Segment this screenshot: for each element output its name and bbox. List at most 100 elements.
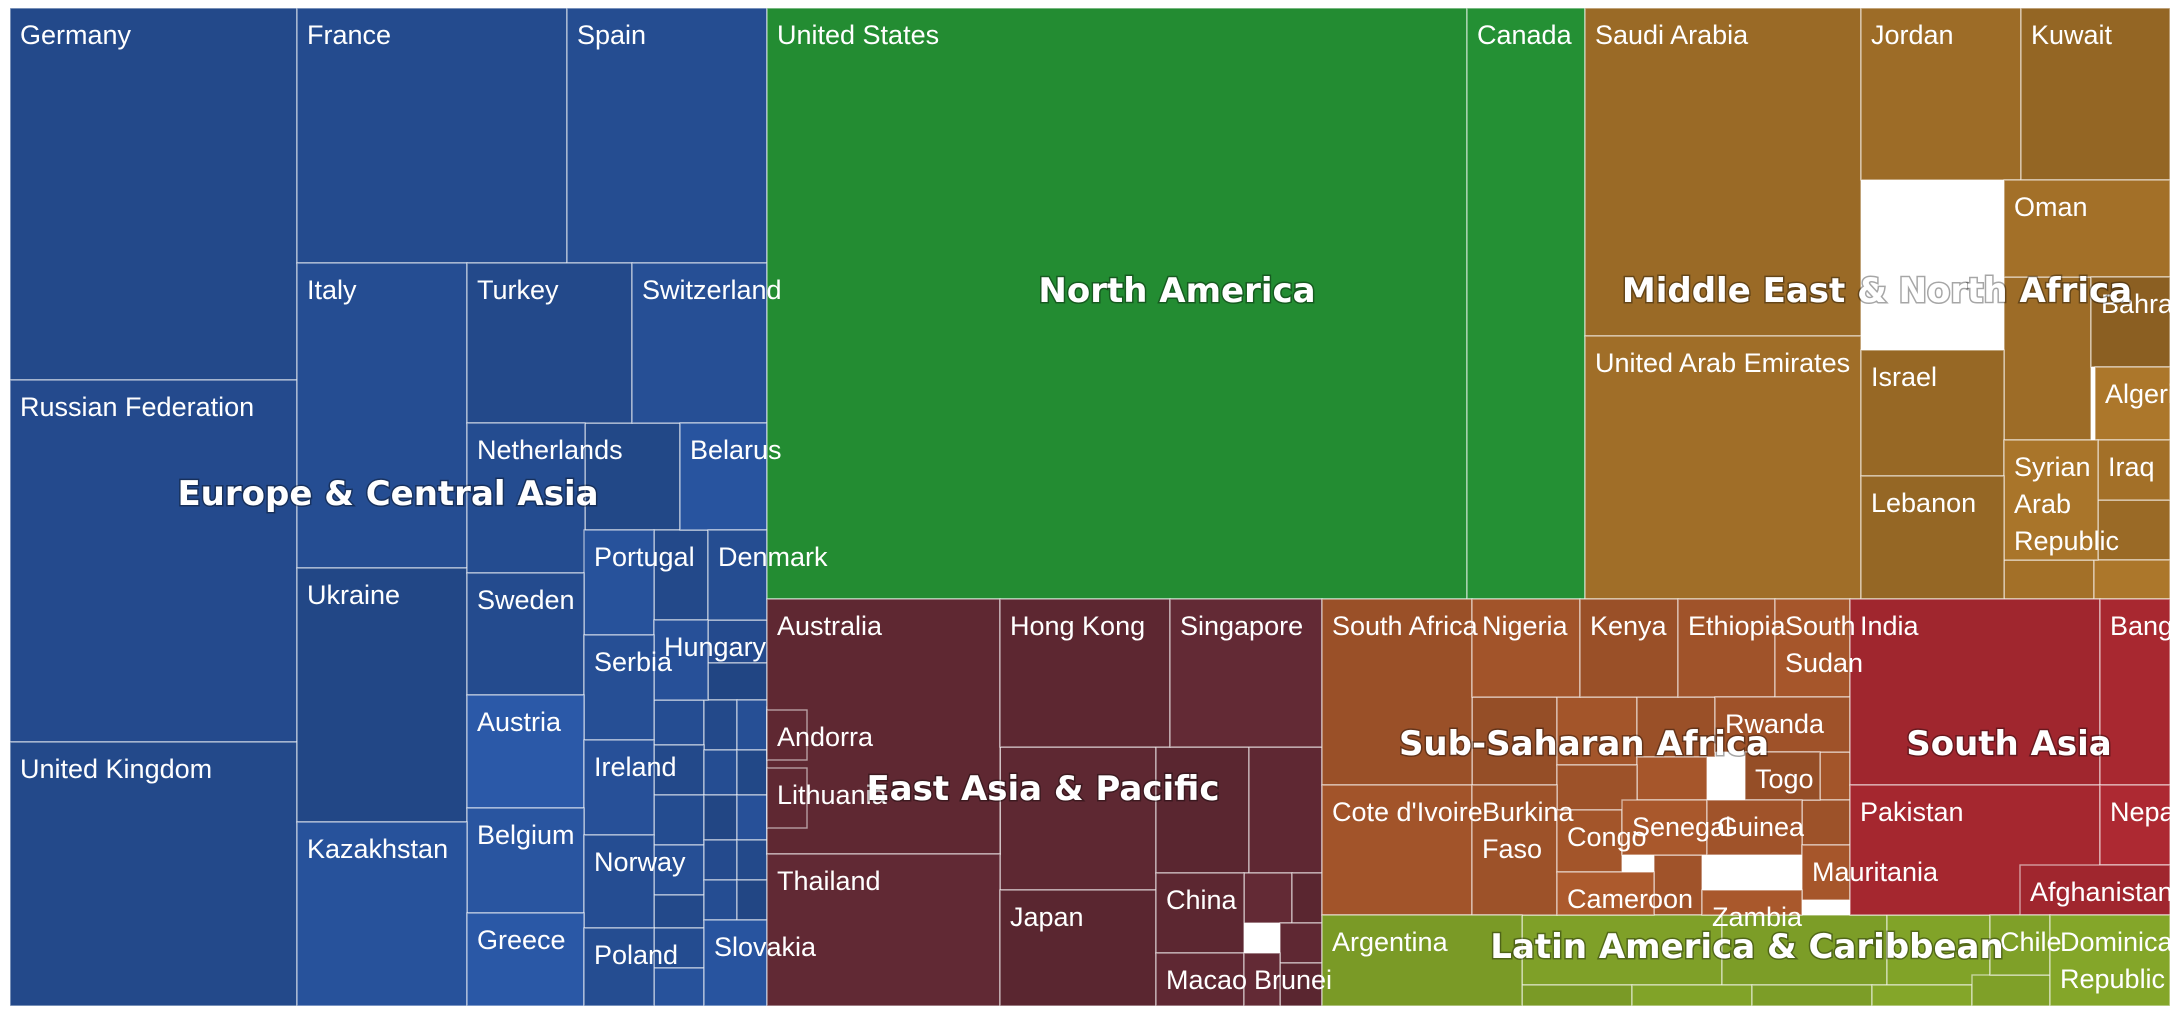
- treemap-cell-east-asia-pacific-minor-29: [1243, 872, 1293, 924]
- treemap-cell-europe-central-asia-minor-18: [736, 879, 768, 921]
- country-label-turkey: Turkey: [477, 275, 559, 305]
- country-label-iraq: Iraq: [2108, 452, 2155, 482]
- treemap-cell-slovakia: [703, 919, 768, 1007]
- treemap-cell-israel: [1860, 349, 2005, 477]
- treemap-cell-macao: [1155, 952, 1245, 1007]
- country-label-singapore: Singapore: [1180, 611, 1303, 641]
- country-label-bangladesh: Bangladesh: [2110, 611, 2178, 641]
- country-label-hong-kong: Hong Kong: [1010, 611, 1145, 641]
- country-label-italy: Italy: [307, 275, 357, 305]
- treemap-cell-jordan: [1860, 7, 2022, 181]
- treemap-cell-sweden: [466, 572, 585, 696]
- country-label-rwanda: Rwanda: [1725, 709, 1825, 739]
- treemap-cell-singapore: [1169, 598, 1323, 748]
- country-label-lebanon: Lebanon: [1871, 488, 1976, 518]
- treemap-cell-europe-central-asia-minor-14: [703, 839, 738, 881]
- treemap-cell-latin-america-caribbean-minor-44: [1886, 914, 1991, 986]
- treemap-cell-cameroon: [1556, 871, 1655, 916]
- treemap-cell-europe-central-asia-minor-3: [707, 662, 768, 701]
- country-label-hungary: Hungary: [664, 632, 767, 662]
- treemap-cell-denmark: [707, 529, 768, 621]
- country-label-norway: Norway: [594, 847, 686, 877]
- country-label-bahrain: Bahrain: [2101, 289, 2178, 319]
- treemap-cell-middle-east-north-africa-minor-23: [2003, 559, 2095, 600]
- country-label-senegal: Senegal: [1632, 812, 1731, 842]
- country-label-ireland: Ireland: [594, 752, 677, 782]
- treemap-cell-europe-central-asia-minor-10: [653, 794, 705, 846]
- treemap-cell-sub-saharan-africa-minor-37: [1636, 756, 1708, 801]
- treemap-cell-nepal: [2099, 784, 2171, 866]
- country-label-china: China: [1166, 885, 1238, 915]
- treemap-cell-italy: [296, 262, 468, 569]
- treemap-cell-mauritania: [1801, 844, 1851, 901]
- country-label-slovakia: Slovakia: [714, 932, 817, 962]
- country-label-cameroon: Cameroon: [1567, 884, 1693, 914]
- treemap-cell-latin-america-caribbean-minor-45: [1521, 984, 1633, 1007]
- treemap-cell-east-asia-pacific-minor-27: [1155, 746, 1250, 874]
- country-label-andorra: Andorra: [777, 722, 874, 752]
- treemap-cell-sub-saharan-africa-minor-39: [1819, 751, 1851, 801]
- treemap-cell-kuwait: [2020, 7, 2171, 181]
- treemap-cell-europe-central-asia-minor-8: [703, 749, 738, 796]
- treemap-cell-congo: [1556, 809, 1623, 873]
- country-label-belarus: Belarus: [690, 435, 782, 465]
- region-label-latin-america-caribbean: Latin America & Caribbean: [1490, 927, 2003, 967]
- country-label-lithuania: Lithuania: [777, 780, 888, 810]
- country-label-poland: Poland: [594, 940, 678, 970]
- treemap-cell-andorra: [766, 709, 808, 761]
- country-label-switzerland: Switzerland: [642, 275, 782, 305]
- treemap-cell-latin-america-caribbean-minor-46: [1631, 984, 1753, 1007]
- country-label-australia: Australia: [777, 611, 883, 641]
- treemap-cell-latin-america-caribbean-minor-48: [1871, 984, 1973, 1007]
- country-label-serbia: Serbia: [594, 647, 673, 677]
- treemap-cell-netherlands: [466, 422, 586, 574]
- country-label-portugal: Portugal: [594, 542, 695, 572]
- treemap-cell-europe-central-asia-minor-5: [703, 699, 738, 751]
- treemap-cell-nigeria: [1471, 598, 1581, 698]
- treemap-cell-europe-central-asia-minor-15: [736, 839, 768, 881]
- treemap-cell-europe-central-asia-minor-6: [736, 699, 768, 751]
- treemap-cell-saudi-arabia: [1584, 7, 1862, 337]
- country-label-thailand: Thailand: [777, 866, 881, 896]
- country-label-congo: Congo: [1567, 822, 1647, 852]
- treemap-cell-iraq: [2097, 439, 2171, 501]
- treemap-cell-latin-america-caribbean-minor-42: [1521, 914, 1723, 986]
- country-label-netherlands: Netherlands: [477, 435, 623, 465]
- country-label-denmark: Denmark: [718, 542, 828, 572]
- country-label-kazakhstan: Kazakhstan: [307, 834, 448, 864]
- country-label-zambia: Zambia: [1712, 902, 1803, 932]
- country-label-spain: Spain: [577, 20, 646, 50]
- treemap-cell-hong-kong: [999, 598, 1171, 748]
- treemap-cell-poland: [583, 927, 655, 1007]
- region-label-europe-central-asia: Europe & Central Asia: [177, 474, 598, 514]
- country-label-nepal: Nepal: [2110, 797, 2178, 827]
- country-label-ethiopia: Ethiopia: [1688, 611, 1787, 641]
- country-label-syrian-arab-republic: Syrian Arab Republic: [2014, 452, 2119, 556]
- treemap-cell-ukraine: [296, 567, 468, 823]
- country-label-togo: Togo: [1755, 764, 1814, 794]
- treemap-cell-afghanistan: [2019, 864, 2171, 916]
- treemap-cell-bangladesh: [2099, 598, 2171, 786]
- region-label-south-asia: South Asia: [1906, 724, 2112, 764]
- treemap-cell-europe-central-asia-minor-1: [653, 529, 709, 621]
- country-label-pakistan: Pakistan: [1860, 797, 1964, 827]
- treemap-cell-kazakhstan: [296, 821, 468, 1007]
- treemap-cell-europe-central-asia-minor-12: [736, 794, 768, 841]
- region-label-middle-east-north-africa: Middle East & North Africa: [1622, 271, 2132, 311]
- treemap-cell-zambia: [1701, 889, 1803, 916]
- country-label-russian-federation: Russian Federation: [20, 392, 254, 422]
- country-label-oman: Oman: [2014, 192, 2088, 222]
- treemap-cell-ireland: [583, 739, 655, 836]
- treemap-cell-india: [1849, 598, 2101, 786]
- country-label-austria: Austria: [477, 707, 562, 737]
- treemap-cell-canada: [1466, 7, 1586, 600]
- treemap-cell-europe-central-asia-minor-16: [653, 894, 705, 929]
- country-label-nigeria: Nigeria: [1482, 611, 1569, 641]
- treemap-cell-switzerland: [631, 262, 768, 424]
- treemap-cell-sub-saharan-africa-minor-35: [1556, 696, 1638, 766]
- treemap-cell-south-sudan: [1774, 598, 1851, 698]
- treemap-cell-sub-saharan-africa-minor-34: [1471, 696, 1558, 786]
- country-label-greece: Greece: [477, 925, 566, 955]
- country-label-dominican-republic: Dominican Republic: [2060, 927, 2178, 994]
